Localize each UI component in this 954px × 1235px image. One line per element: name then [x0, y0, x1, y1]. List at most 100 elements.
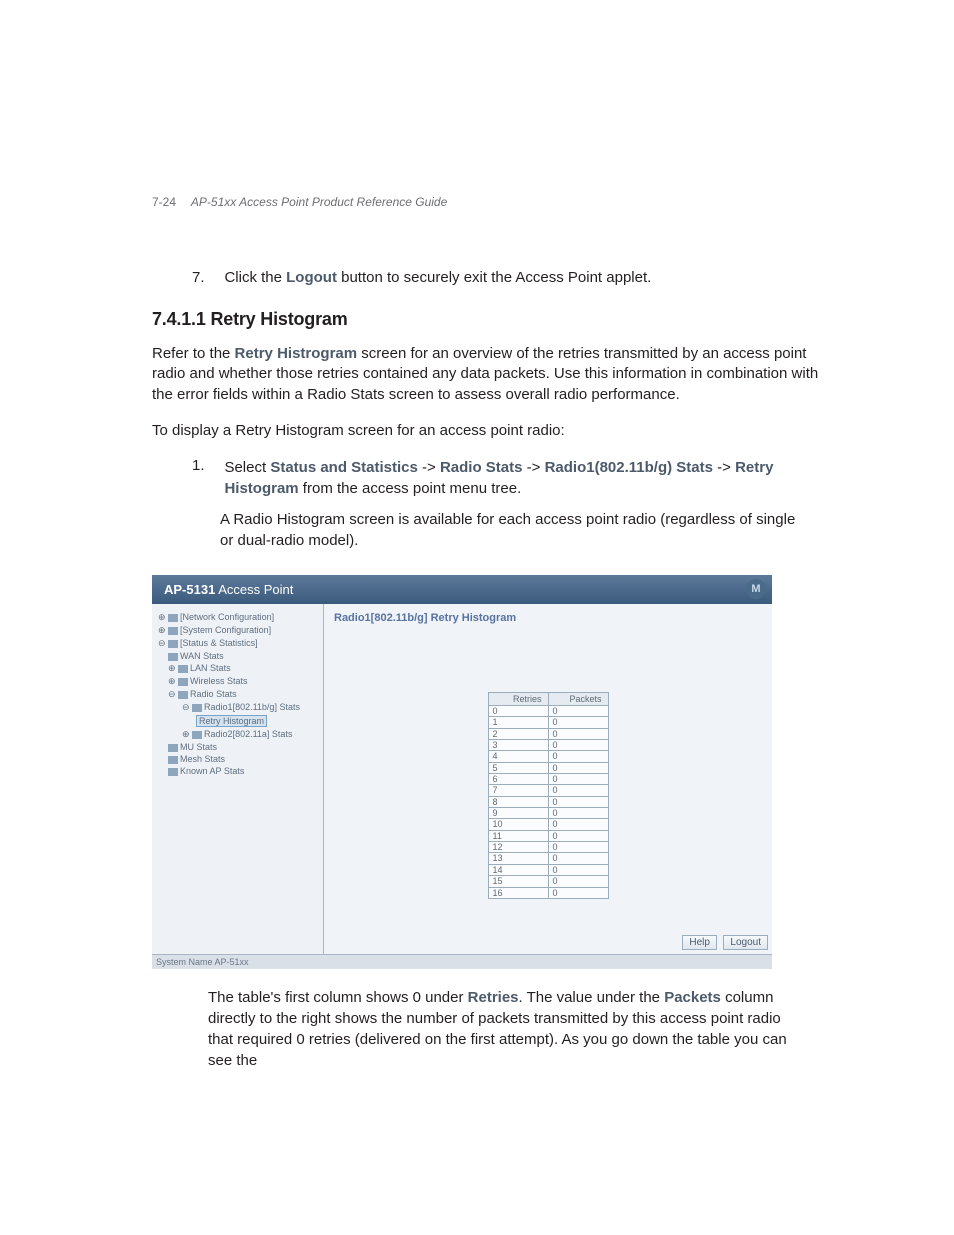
- tree-item-lan-stats[interactable]: ⊕ LAN Stats: [158, 663, 319, 674]
- section-heading: 7.4.1.1 Retry Histogram: [152, 309, 819, 330]
- text-fragment: . The value under the: [519, 989, 665, 1006]
- text-fragment: from the access point menu tree.: [299, 480, 522, 497]
- product-name: AP-5131: [164, 582, 215, 597]
- text-fragment: ->: [713, 459, 735, 476]
- tree-item-status-statistics[interactable]: ⊖ [Status & Statistics]: [158, 638, 319, 649]
- paragraph-intro: Refer to the Retry Histrogram screen for…: [152, 344, 819, 405]
- tree-item-wan-stats[interactable]: WAN Stats: [158, 651, 319, 661]
- step-1: 1. Select Status and Statistics -> Radio…: [192, 457, 819, 551]
- table-row: 10: [488, 717, 608, 728]
- cell-packets: 0: [548, 853, 608, 864]
- folder-icon: [168, 627, 178, 635]
- cell-packets: 0: [548, 819, 608, 830]
- nav-radio-stats: Radio Stats: [440, 459, 523, 476]
- step-number: 7.: [192, 269, 220, 286]
- cell-packets: 0: [548, 740, 608, 751]
- cell-packets: 0: [548, 717, 608, 728]
- step-number: 1.: [192, 457, 220, 474]
- tree-item-radio-stats[interactable]: ⊖ Radio Stats: [158, 689, 319, 700]
- tree-item-mu-stats[interactable]: MU Stats: [158, 742, 319, 752]
- cell-retries: 15: [488, 876, 548, 887]
- table-row: 100: [488, 819, 608, 830]
- tree-label: [System Configuration]: [180, 625, 271, 635]
- tree-item-system-config[interactable]: ⊕ [System Configuration]: [158, 625, 319, 636]
- followup-paragraph: The table's first column shows 0 under R…: [208, 987, 808, 1071]
- nav-radio1-stats: Radio1(802.11b/g) Stats: [545, 459, 713, 476]
- cell-retries: 2: [488, 728, 548, 739]
- cell-packets: 0: [548, 706, 608, 717]
- content-pane: Radio1[802.11b/g] Retry Histogram Retrie…: [324, 604, 772, 954]
- text-fragment: ->: [522, 459, 544, 476]
- stats-icon: [168, 756, 178, 764]
- section-number: 7.4.1.1: [152, 309, 206, 329]
- table-row: 90: [488, 808, 608, 819]
- tree-item-radio2-stats[interactable]: ⊕ Radio2[802.11a] Stats: [158, 729, 319, 740]
- radio-icon: [192, 704, 202, 712]
- tree-item-wireless-stats[interactable]: ⊕ Wireless Stats: [158, 676, 319, 687]
- radio-icon: [192, 731, 202, 739]
- help-button[interactable]: Help: [682, 935, 717, 950]
- nav-status-statistics: Status and Statistics: [270, 459, 418, 476]
- table-row: 70: [488, 785, 608, 796]
- text-fragment: The table's first column shows 0 under: [208, 989, 468, 1006]
- radio-icon: [178, 691, 188, 699]
- logout-ref: Logout: [286, 269, 337, 286]
- stats-icon: [168, 768, 178, 776]
- tree-item-network-config[interactable]: ⊕ [Network Configuration]: [158, 612, 319, 623]
- table-row: 30: [488, 740, 608, 751]
- nav-tree[interactable]: ⊕ [Network Configuration] ⊕ [System Conf…: [152, 604, 324, 954]
- table-row: 160: [488, 887, 608, 898]
- motorola-icon: M: [746, 579, 766, 599]
- cell-packets: 0: [548, 887, 608, 898]
- tree-label: MU Stats: [180, 742, 217, 752]
- tree-item-radio1-stats[interactable]: ⊖ Radio1[802.11b/g] Stats: [158, 702, 319, 713]
- table-row: 110: [488, 830, 608, 841]
- tree-label: Wireless Stats: [190, 676, 248, 686]
- cell-retries: 0: [488, 706, 548, 717]
- cell-retries: 12: [488, 842, 548, 853]
- tree-item-retry-histogram[interactable]: Retry Histogram: [158, 715, 319, 727]
- cell-retries: 7: [488, 785, 548, 796]
- text-fragment: Click the: [224, 269, 286, 286]
- col-retries: Retries: [488, 693, 548, 706]
- panel-title: Radio1[802.11b/g] Retry Histogram: [324, 604, 772, 632]
- table-row: 50: [488, 762, 608, 773]
- step-body: Select Status and Statistics -> Radio St…: [224, 457, 814, 499]
- cell-packets: 0: [548, 864, 608, 875]
- tree-label: Known AP Stats: [180, 766, 244, 776]
- tree-label: [Status & Statistics]: [180, 638, 258, 648]
- cell-retries: 8: [488, 796, 548, 807]
- col-packets: Packets: [548, 693, 608, 706]
- table-row: 130: [488, 853, 608, 864]
- cell-packets: 0: [548, 785, 608, 796]
- packets-ref: Packets: [664, 989, 721, 1006]
- text-fragment: button to securely exit the Access Point…: [337, 269, 651, 286]
- screenshot-figure: AP-5131 Access Point M ⊕ [Network Config…: [152, 575, 772, 969]
- tree-item-known-ap-stats[interactable]: Known AP Stats: [158, 766, 319, 776]
- tree-label: Radio Stats: [190, 689, 237, 699]
- tree-item-mesh-stats[interactable]: Mesh Stats: [158, 754, 319, 764]
- window-body: ⊕ [Network Configuration] ⊕ [System Conf…: [152, 604, 772, 954]
- product-suffix: Access Point: [215, 582, 293, 597]
- document-page: 7-24 AP-51xx Access Point Product Refere…: [0, 0, 954, 1071]
- button-bar: Help Logout: [680, 932, 768, 950]
- cell-packets: 0: [548, 830, 608, 841]
- cell-packets: 0: [548, 808, 608, 819]
- system-name-bar: System Name AP-51xx: [152, 954, 772, 969]
- page-header: 7-24 AP-51xx Access Point Product Refere…: [152, 195, 819, 209]
- table-row: 150: [488, 876, 608, 887]
- stats-icon: [178, 665, 188, 673]
- cell-packets: 0: [548, 842, 608, 853]
- tree-label: Radio1[802.11b/g] Stats: [204, 702, 300, 712]
- cell-retries: 10: [488, 819, 548, 830]
- stats-icon: [178, 678, 188, 686]
- cell-retries: 11: [488, 830, 548, 841]
- logout-button[interactable]: Logout: [723, 935, 768, 950]
- tree-label: LAN Stats: [190, 663, 231, 673]
- table-row: 140: [488, 864, 608, 875]
- cell-retries: 16: [488, 887, 548, 898]
- table-row: 00: [488, 706, 608, 717]
- cell-retries: 6: [488, 774, 548, 785]
- table-row: 80: [488, 796, 608, 807]
- tree-label: Radio2[802.11a] Stats: [204, 729, 292, 739]
